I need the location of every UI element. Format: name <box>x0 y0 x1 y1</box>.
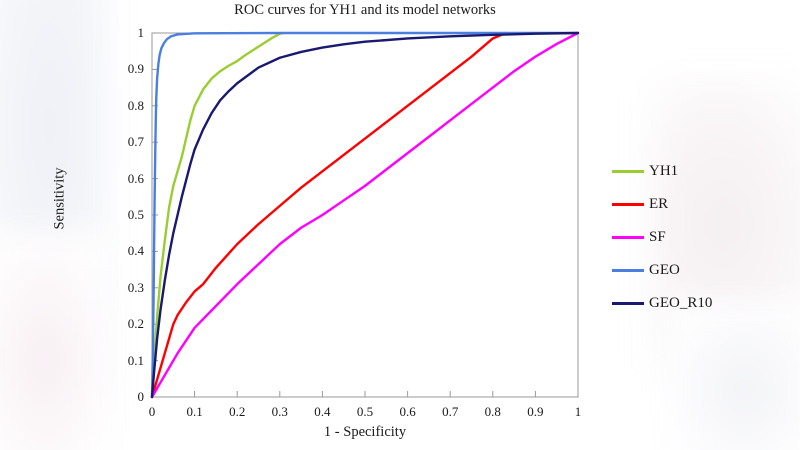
y-tick-label: 0.2 <box>127 316 144 332</box>
y-tick-label: 0.8 <box>127 97 144 113</box>
y-axis-title: Sensitivity <box>51 167 68 230</box>
legend-item-label: ER <box>649 196 669 212</box>
y-tick-label: 0.6 <box>127 170 144 186</box>
x-tick-label: 0.6 <box>399 404 416 419</box>
plot-axis-ticks <box>151 32 579 398</box>
x-tick-label: 0.5 <box>356 404 374 419</box>
legend-item-geo_r10[interactable]: GEO_R10 <box>612 287 712 320</box>
legend-item-geo[interactable]: GEO <box>612 254 712 287</box>
y-tick-label: 0 <box>137 389 145 404</box>
legend-swatch-icon <box>612 269 644 272</box>
x-tick-label: 0.8 <box>484 404 501 419</box>
x-tick-label: 0.2 <box>229 404 246 419</box>
x-tick-label: 0.3 <box>271 404 288 419</box>
y-tick-label: 1 <box>137 25 145 40</box>
chart-legend: YH1 ER SF GEO GEO_R10 <box>612 155 712 320</box>
legend-item-yh1[interactable]: YH1 <box>612 155 712 188</box>
roc-curve-sf <box>150 31 580 399</box>
y-tick-label: 0.3 <box>127 279 144 295</box>
legend-swatch-icon <box>612 302 644 305</box>
legend-swatch-icon <box>612 170 644 173</box>
legend-swatch-icon <box>612 236 644 239</box>
roc-curve-er <box>150 31 507 399</box>
x-axis-title: 1 - Specificity <box>323 424 407 440</box>
legend-item-er[interactable]: ER <box>612 188 712 221</box>
plot-curves <box>150 31 580 399</box>
y-tick-label: 0.1 <box>127 352 144 368</box>
y-tick-label: 0.5 <box>127 207 144 222</box>
x-tick-label: 0.9 <box>527 404 544 419</box>
legend-item-label: GEO_R10 <box>649 295 713 311</box>
legend-item-label: SF <box>649 229 666 245</box>
y-tick-label: 0.9 <box>127 61 144 77</box>
chart-title: ROC curves for YH1 and its model network… <box>234 2 496 18</box>
roc-curve-yh1 <box>150 31 286 399</box>
y-tick-label: 0.7 <box>127 134 144 150</box>
x-tick-label: 0.1 <box>186 404 203 419</box>
legend-item-label: GEO <box>649 262 680 278</box>
legend-item-label: YH1 <box>649 163 679 179</box>
x-tick-label: 0 <box>148 404 156 419</box>
y-tick-label: 0.4 <box>127 243 144 259</box>
x-tick-label: 1 <box>574 404 582 419</box>
legend-swatch-icon <box>612 203 644 206</box>
roc-curve-geo <box>150 31 580 399</box>
x-tick-label: 0.4 <box>314 404 331 419</box>
legend-item-sf[interactable]: SF <box>612 221 712 254</box>
x-tick-label: 0.7 <box>442 404 459 419</box>
roc-curve-geo_r10 <box>150 31 580 399</box>
plot-frame <box>151 32 579 398</box>
